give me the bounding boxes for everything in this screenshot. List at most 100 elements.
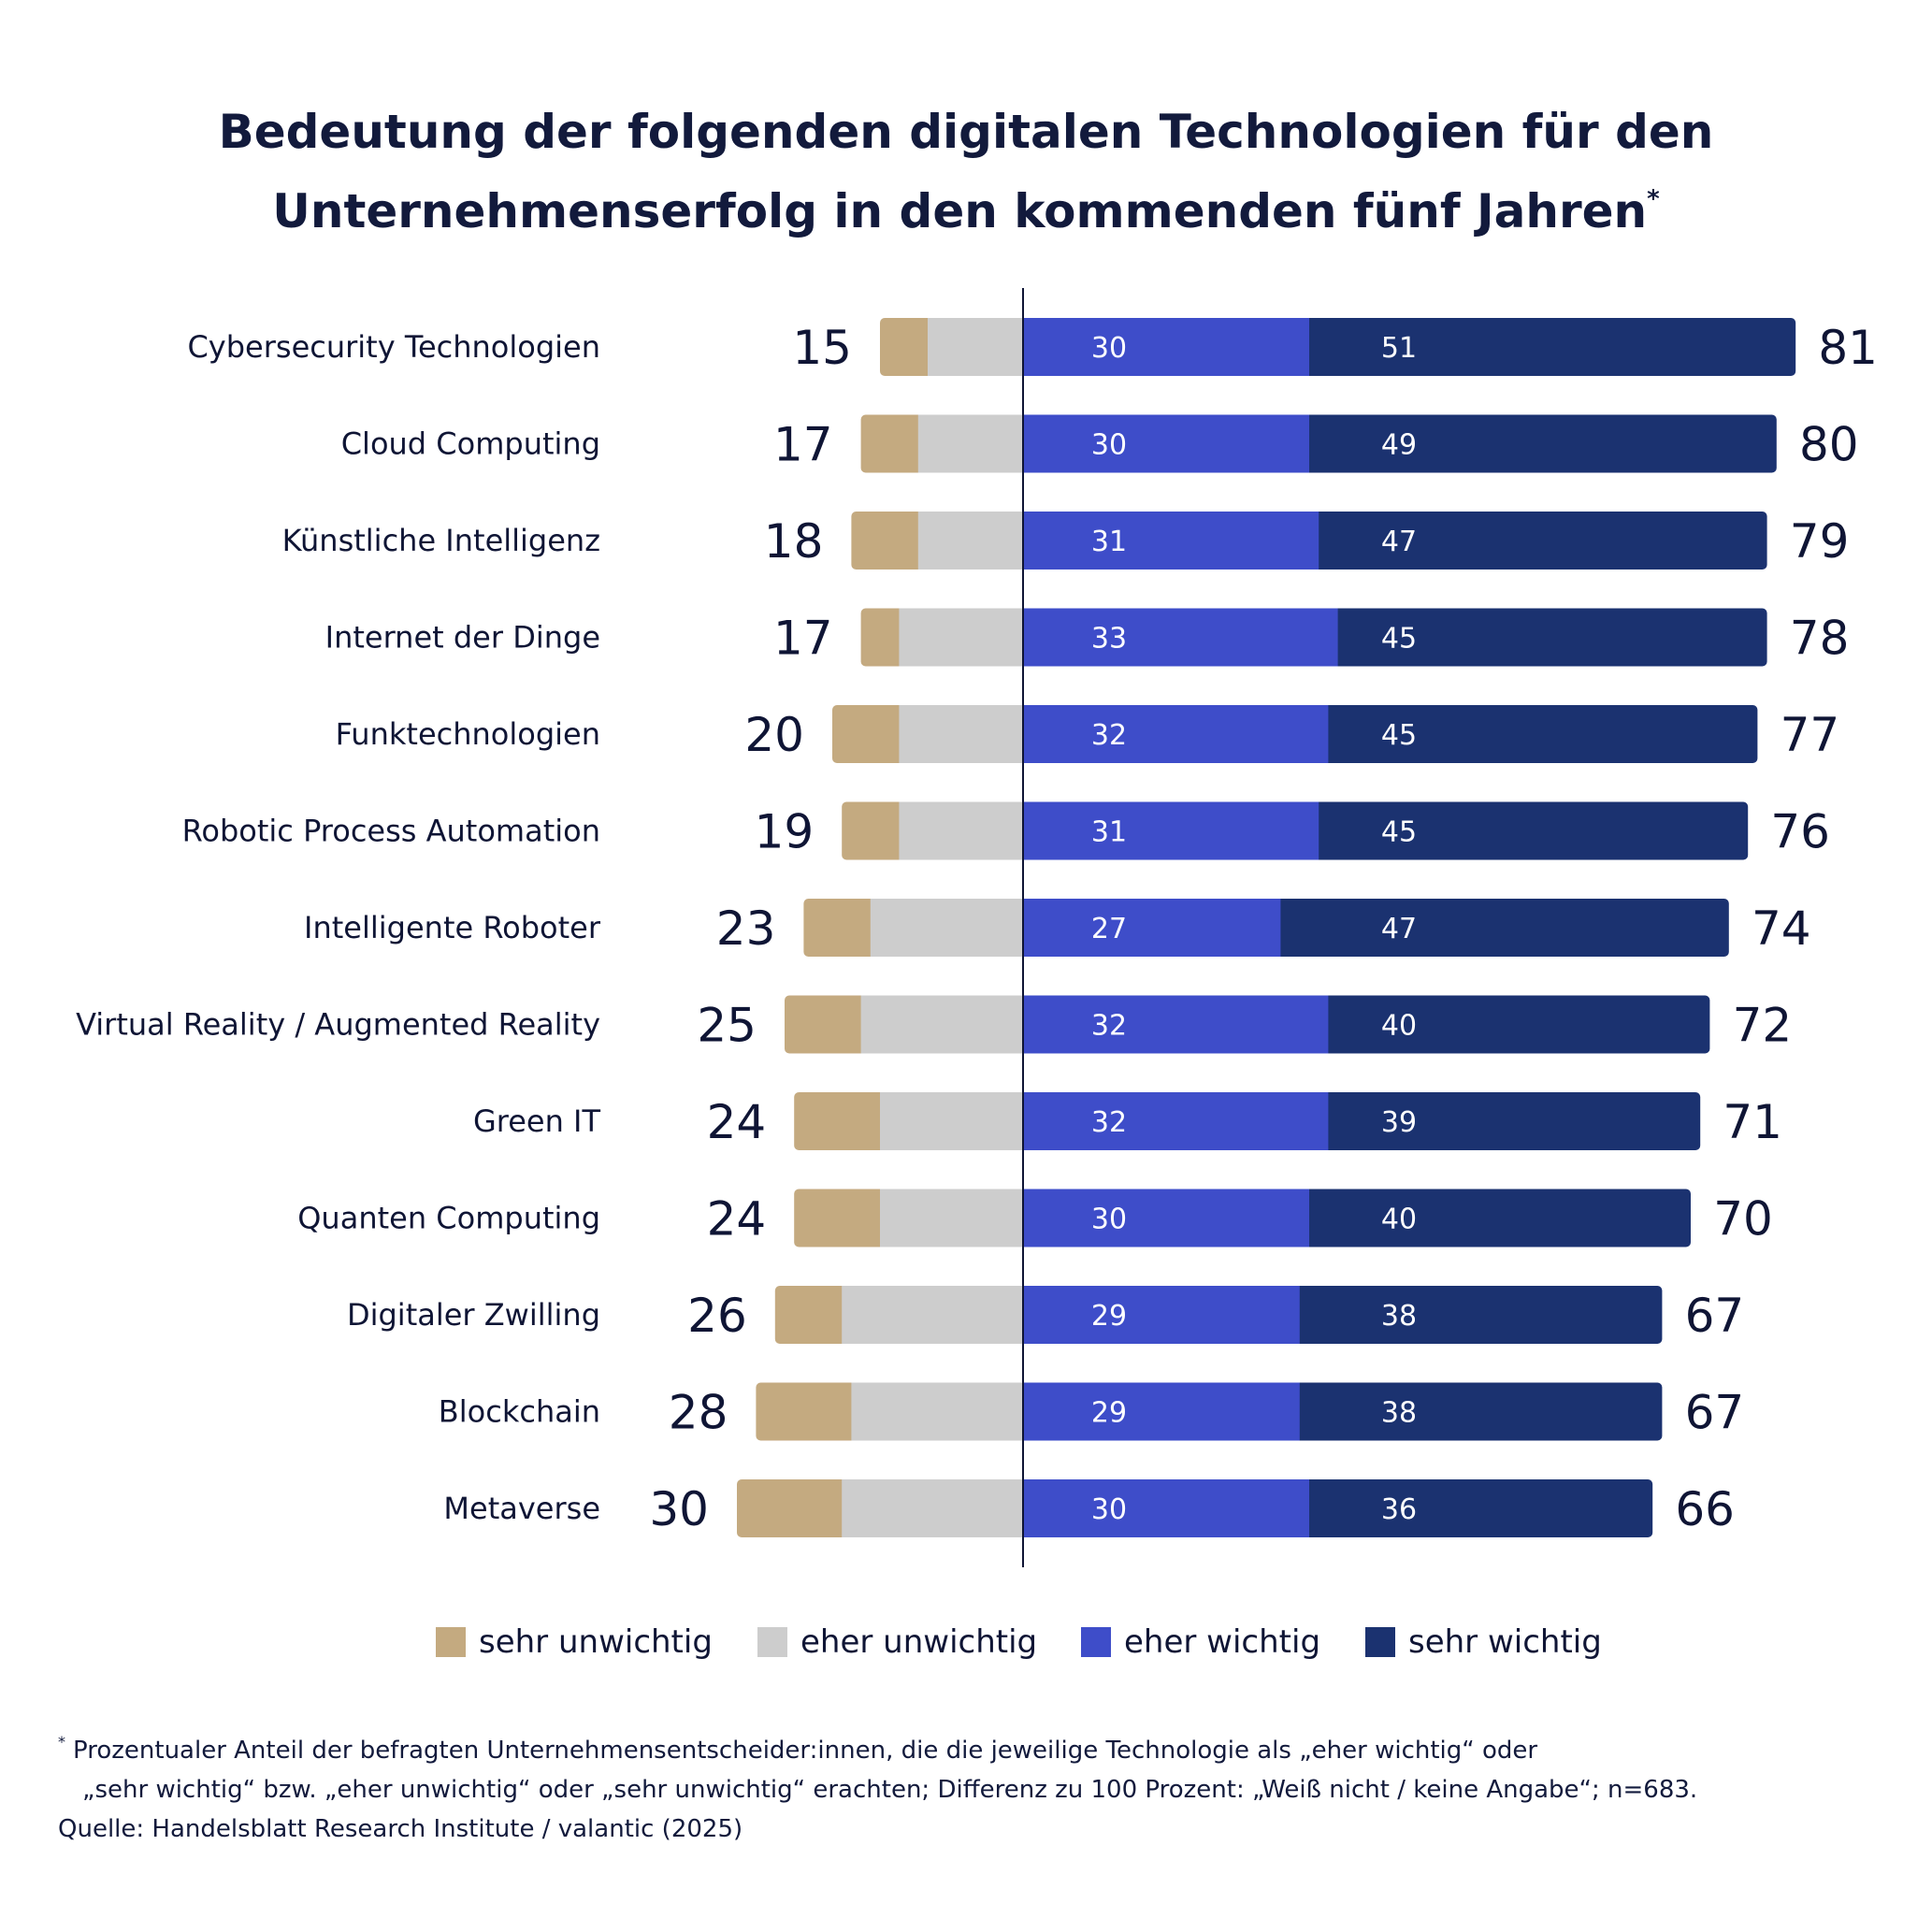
total-wichtig-metaverse: 66 (1675, 1482, 1735, 1536)
bar-sehr-unwichtig-digitaler-zwilling (774, 1286, 848, 1344)
bar-sehr-wichtig-internet-der-dinge (1332, 608, 1767, 667)
total-unwichtig-digitaler-zwilling: 26 (687, 1289, 747, 1343)
value-sehr-wichtig-cloud-computing: 49 (1381, 429, 1417, 462)
title-line-1: Bedeutung der folgenden digitalen Techno… (218, 105, 1714, 159)
total-unwichtig-internet-der-dinge: 17 (773, 612, 833, 666)
value-eher-wichtig-künstliche-intelligenz: 31 (1091, 526, 1127, 558)
category-label-internet-der-dinge: Internet der Dinge (325, 620, 600, 656)
total-unwichtig-blockchain: 28 (669, 1386, 728, 1440)
bar-sehr-wichtig-funktechnologien (1322, 705, 1758, 763)
value-sehr-wichtig-künstliche-intelligenz: 47 (1381, 526, 1417, 558)
bar-sehr-unwichtig-funktechnologien (832, 705, 905, 763)
bar-eher-wichtig-intelligente-roboter (1023, 899, 1281, 957)
bar-eher-unwichtig-green-it (880, 1092, 1023, 1150)
bar-sehr-unwichtig-quanten-computing (794, 1189, 886, 1247)
total-wichtig-digitaler-zwilling: 67 (1685, 1289, 1745, 1343)
category-label-green-it: Green IT (473, 1103, 601, 1139)
value-sehr-wichtig-cybersecurity-technologien: 51 (1381, 332, 1417, 365)
value-eher-wichtig-cloud-computing: 30 (1091, 429, 1127, 462)
value-eher-wichtig-intelligente-roboter: 27 (1091, 913, 1127, 945)
bar-sehr-unwichtig-metaverse (737, 1479, 848, 1537)
footnote-line-2: „sehr wichtig“ bzw. „eher unwichtig“ ode… (82, 1776, 1698, 1804)
total-wichtig-funktechnologien: 77 (1781, 708, 1840, 762)
legend-label-sehr-unwichtig: sehr unwichtig (479, 1623, 713, 1661)
bar-eher-wichtig-cybersecurity-technologien (1023, 318, 1309, 376)
bar-sehr-unwichtig-cloud-computing (860, 414, 924, 473)
bar-eher-unwichtig-cloud-computing (917, 414, 1023, 473)
bar-eher-wichtig-robotic-process-automation (1023, 801, 1319, 860)
legend-swatch-sehr-wichtig (1365, 1627, 1395, 1657)
bar-sehr-wichtig-cybersecurity-technologien (1304, 318, 1796, 376)
total-wichtig-intelligente-roboter: 74 (1752, 901, 1811, 956)
bar-eher-wichtig-cloud-computing (1023, 414, 1309, 473)
total-unwichtig-intelligente-roboter: 23 (716, 901, 776, 956)
bar-eher-wichtig-internet-der-dinge (1023, 608, 1338, 667)
bar-eher-unwichtig-digitaler-zwilling (842, 1286, 1023, 1344)
bar-eher-unwichtig-cybersecurity-technologien (928, 318, 1023, 376)
bar-eher-unwichtig-quanten-computing (880, 1189, 1023, 1247)
total-wichtig-robotic-process-automation: 76 (1770, 805, 1830, 859)
total-unwichtig-künstliche-intelligenz: 18 (764, 514, 824, 569)
bar-sehr-unwichtig-intelligente-roboter (803, 899, 876, 957)
value-eher-wichtig-cybersecurity-technologien: 30 (1091, 332, 1127, 365)
bar-eher-wichtig-metaverse (1023, 1479, 1309, 1537)
bar-eher-unwichtig-blockchain (851, 1382, 1023, 1441)
value-eher-wichtig-funktechnologien: 32 (1091, 719, 1127, 752)
legend-label-eher-wichtig: eher wichtig (1124, 1623, 1321, 1661)
bar-eher-wichtig-quanten-computing (1023, 1189, 1309, 1247)
title-line-2: Unternehmenserfolg in den kommenden fünf… (0, 166, 1932, 245)
total-unwichtig-metaverse: 30 (649, 1482, 709, 1536)
legend-label-eher-unwichtig: eher unwichtig (800, 1623, 1038, 1661)
bar-eher-wichtig-green-it (1023, 1092, 1329, 1150)
value-sehr-wichtig-quanten-computing: 40 (1381, 1204, 1417, 1236)
total-wichtig-cybersecurity-technologien: 81 (1818, 321, 1878, 375)
bar-sehr-unwichtig-cybersecurity-technologien (880, 318, 933, 376)
bar-eher-unwichtig-funktechnologien (899, 705, 1023, 763)
value-sehr-wichtig-green-it: 39 (1381, 1106, 1417, 1139)
category-label-blockchain: Blockchain (439, 1394, 600, 1430)
value-sehr-wichtig-robotic-process-automation: 45 (1381, 816, 1417, 849)
value-sehr-wichtig-virtual-reality-augmented-reality: 40 (1381, 1010, 1417, 1043)
legend-item-sehr-unwichtig: sehr unwichtig (436, 1614, 713, 1670)
total-wichtig-cloud-computing: 80 (1799, 418, 1859, 472)
footnote-marker: * (58, 1733, 65, 1751)
value-eher-wichtig-metaverse: 30 (1091, 1493, 1127, 1526)
category-label-funktechnologien: Funktechnologien (336, 716, 600, 752)
footnote-text-1: Prozentualer Anteil der befragten Untern… (73, 1737, 1538, 1765)
bar-sehr-wichtig-metaverse (1304, 1479, 1653, 1537)
bar-sehr-unwichtig-blockchain (756, 1382, 858, 1441)
category-label-robotic-process-automation: Robotic Process Automation (182, 814, 600, 849)
bar-sehr-wichtig-quanten-computing (1304, 1189, 1691, 1247)
bar-sehr-unwichtig-robotic-process-automation (842, 801, 905, 860)
bar-sehr-wichtig-blockchain (1293, 1382, 1663, 1441)
bar-eher-wichtig-digitaler-zwilling (1023, 1286, 1300, 1344)
category-label-digitaler-zwilling: Digitaler Zwilling (347, 1297, 600, 1333)
value-sehr-wichtig-blockchain: 38 (1381, 1397, 1417, 1430)
total-unwichtig-green-it: 24 (707, 1095, 767, 1149)
legend: sehr unwichtig eher unwichtig eher wicht… (0, 1614, 1932, 1670)
category-label-intelligente-roboter: Intelligente Roboter (304, 910, 601, 945)
value-eher-wichtig-robotic-process-automation: 31 (1091, 816, 1127, 849)
value-eher-wichtig-green-it: 32 (1091, 1106, 1127, 1139)
total-unwichtig-robotic-process-automation: 19 (755, 805, 815, 859)
bar-sehr-wichtig-intelligente-roboter (1275, 899, 1729, 957)
legend-item-eher-unwichtig: eher unwichtig (757, 1614, 1037, 1670)
bar-eher-wichtig-blockchain (1023, 1382, 1300, 1441)
category-label-virtual-reality-augmented-reality: Virtual Reality / Augmented Reality (76, 1007, 600, 1043)
bar-eher-unwichtig-robotic-process-automation (899, 801, 1023, 860)
category-label-cloud-computing: Cloud Computing (341, 426, 600, 462)
category-label-künstliche-intelligenz: Künstliche Intelligenz (282, 523, 600, 558)
total-wichtig-blockchain: 67 (1685, 1386, 1745, 1440)
title-line-2-text: Unternehmenserfolg in den kommenden fünf… (272, 184, 1648, 238)
value-sehr-wichtig-internet-der-dinge: 45 (1381, 623, 1417, 656)
total-unwichtig-cloud-computing: 17 (773, 418, 833, 472)
bar-sehr-wichtig-green-it (1322, 1092, 1701, 1150)
bar-eher-unwichtig-künstliche-intelligenz (917, 512, 1023, 570)
diverging-bar-chart: Cybersecurity Technologien 15 30 51 81 Cloud … (76, 288, 1878, 1567)
value-sehr-wichtig-funktechnologien: 45 (1381, 719, 1417, 752)
total-unwichtig-funktechnologien: 20 (744, 708, 804, 762)
bar-sehr-wichtig-virtual-reality-augmented-reality (1322, 995, 1710, 1054)
value-eher-wichtig-blockchain: 29 (1091, 1397, 1127, 1430)
title-footnote-marker: * (1647, 185, 1660, 213)
value-eher-wichtig-quanten-computing: 30 (1091, 1204, 1127, 1236)
